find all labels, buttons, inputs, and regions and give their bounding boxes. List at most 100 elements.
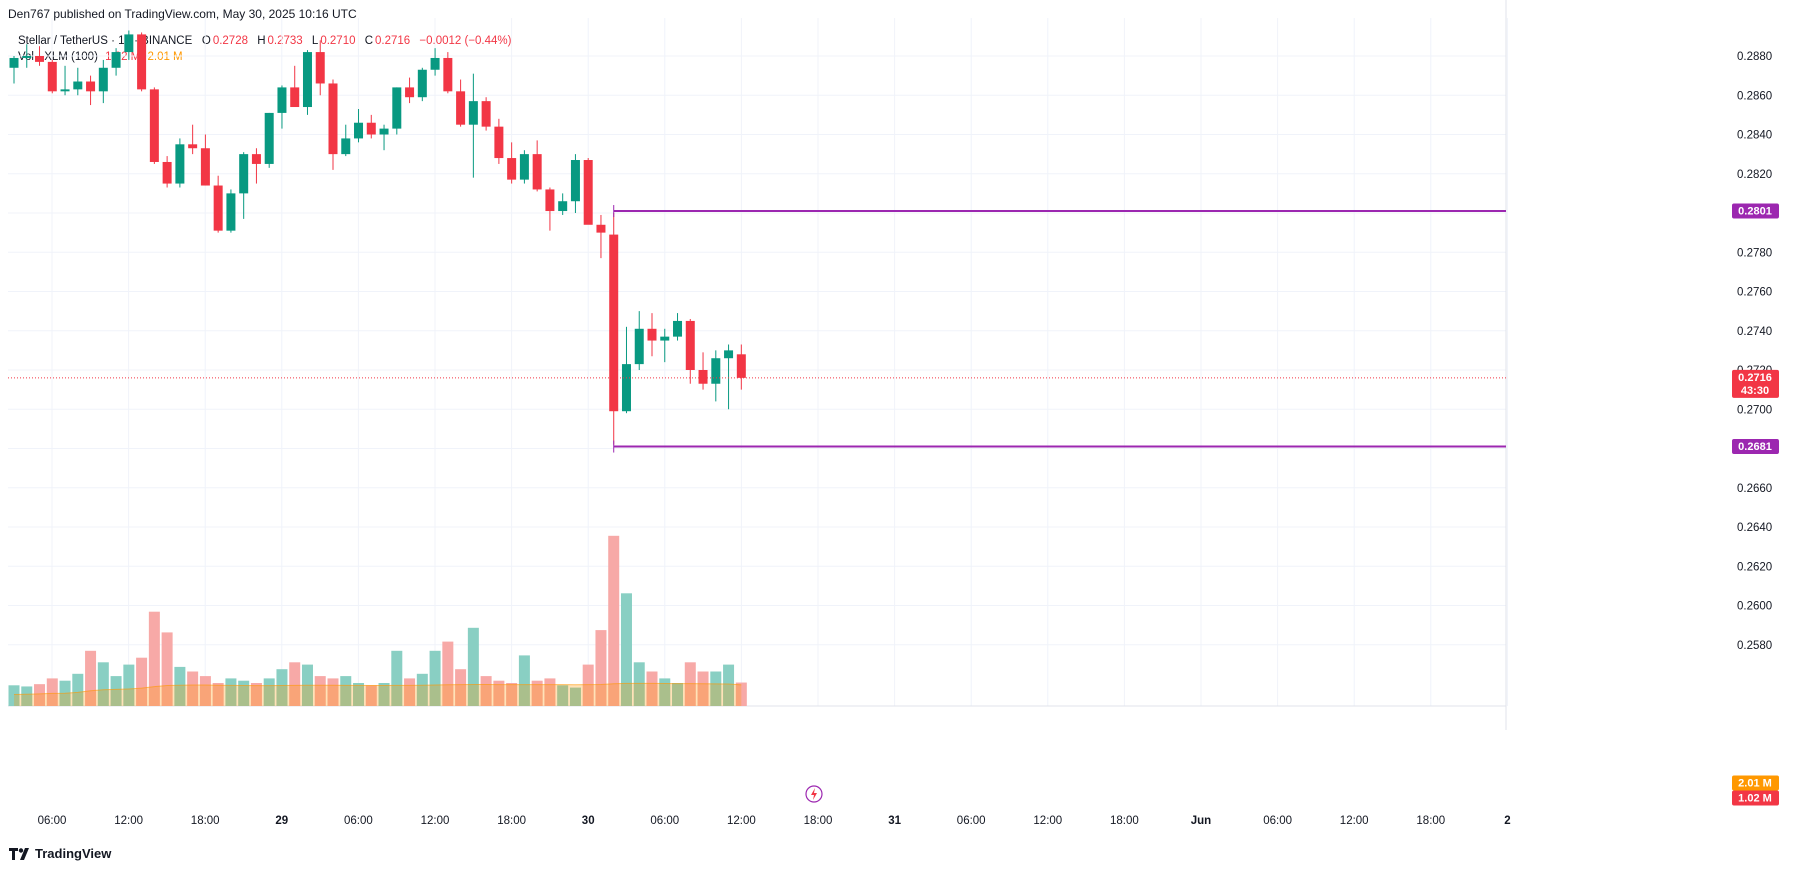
candle-body xyxy=(277,87,287,113)
candle-body xyxy=(9,57,19,68)
volume-bar xyxy=(365,685,377,706)
candle-body xyxy=(86,81,96,92)
volume-bar xyxy=(250,683,262,706)
candle-body xyxy=(251,154,261,164)
volume-bar xyxy=(199,676,211,706)
levels xyxy=(8,205,1506,453)
low-value: 0.2710 xyxy=(320,35,356,47)
candle-body xyxy=(302,52,312,108)
last-price-badge-text: 43:30 xyxy=(1741,385,1769,397)
volume-bar xyxy=(21,686,33,706)
candle-body xyxy=(596,224,606,233)
volume-bar xyxy=(123,664,135,706)
candle-body xyxy=(736,354,746,378)
volume-badge-bg xyxy=(1732,790,1779,806)
candle-body xyxy=(647,328,657,341)
time-tick-label: 12:00 xyxy=(1033,815,1062,827)
volume-bar xyxy=(608,535,620,706)
footer-brand: TradingView xyxy=(35,846,112,861)
time-tick-label: 18:00 xyxy=(1416,815,1445,827)
price-tick-label: 0.2640 xyxy=(1737,522,1772,534)
volume-bar xyxy=(710,671,722,706)
volume-legend: Vol · XLM (100) 1.02 M 2.01 M xyxy=(18,51,183,63)
time-tick-label: 12:00 xyxy=(727,815,756,827)
price-tick-label: 0.2840 xyxy=(1737,130,1772,142)
last-price-badge-bg xyxy=(1732,369,1779,398)
time-tick-label: 31 xyxy=(888,815,901,827)
time-tick-label: 18:00 xyxy=(804,815,833,827)
time-tick-label: 30 xyxy=(582,815,595,827)
candle-body xyxy=(47,61,57,92)
price-tick-label: 0.2600 xyxy=(1737,601,1772,613)
volume-bar xyxy=(314,676,326,706)
time-tick-label: 18:00 xyxy=(1110,815,1139,827)
change-value: −0.0012 (−0.44%) xyxy=(419,35,512,47)
time-tick-label: 12:00 xyxy=(114,815,143,827)
level-badge-lower-text: 0.2681 xyxy=(1738,441,1772,453)
candle-body xyxy=(328,83,338,155)
candle-body xyxy=(570,160,580,202)
candle-body xyxy=(137,34,147,90)
low-label: L xyxy=(311,35,319,47)
candle-body xyxy=(481,101,491,127)
volume-bar xyxy=(582,664,594,706)
high-value: 0.2733 xyxy=(267,35,303,47)
price-tick-label: 0.2580 xyxy=(1737,640,1772,652)
candle-body xyxy=(724,350,734,359)
volume-bar xyxy=(569,687,581,706)
volume-bar xyxy=(187,671,199,706)
candle-body xyxy=(60,89,70,92)
candles xyxy=(9,30,746,445)
published-line: Den767 published on TradingView.com, May… xyxy=(8,7,357,21)
candle-body xyxy=(290,87,300,108)
volume-bar xyxy=(238,680,250,706)
candle-body xyxy=(711,358,721,384)
last-price-badge-text: 0.2716 xyxy=(1738,372,1772,384)
price-tick-label: 0.2780 xyxy=(1737,247,1772,259)
price-tick-label: 0.2700 xyxy=(1737,404,1772,416)
price-axis: 0.28800.28600.28400.28200.28000.27800.27… xyxy=(1737,51,1772,652)
candle-body xyxy=(124,34,134,53)
volume-bar xyxy=(391,650,403,706)
open-value: 0.2728 xyxy=(212,35,248,47)
volume-bar xyxy=(620,593,632,706)
volume-ma xyxy=(13,682,742,706)
price-tick-label: 0.2820 xyxy=(1737,169,1772,181)
candle-body xyxy=(73,81,83,90)
volume-bar xyxy=(531,680,543,706)
close-label: C xyxy=(364,35,374,47)
volume-ma-area xyxy=(14,683,742,706)
volume-bar xyxy=(557,685,569,706)
volume-bar xyxy=(340,676,352,706)
volume-bar xyxy=(97,662,109,706)
candle-body xyxy=(392,87,402,129)
volume-bar xyxy=(646,671,658,706)
candle-body xyxy=(366,122,376,135)
time-tick-label: 06:00 xyxy=(344,815,373,827)
volume-bar xyxy=(353,683,365,706)
candle-body xyxy=(532,154,542,190)
candle-body xyxy=(673,320,683,337)
time-tick-label: 06:00 xyxy=(650,815,679,827)
candle-body xyxy=(621,364,631,412)
volume-bar xyxy=(46,678,58,706)
tradingview-logo[interactable]: TradingView xyxy=(9,846,111,861)
volume-bar xyxy=(263,678,275,706)
high-label: H xyxy=(257,35,266,47)
price-tick-label: 0.2860 xyxy=(1737,90,1772,102)
symbol-legend: Stellar / TetherUS · 1h · BINANCE O 0.272… xyxy=(18,35,517,47)
lightning-icon[interactable] xyxy=(805,785,823,803)
time-tick-label: 12:00 xyxy=(421,815,450,827)
grid xyxy=(8,0,1508,730)
volume-bar xyxy=(110,676,122,706)
volume-bar xyxy=(378,683,390,706)
tradingview-logo-icon xyxy=(9,847,29,860)
candle-body xyxy=(35,56,45,62)
time-tick-label: 2 xyxy=(1504,815,1510,827)
volume-bar xyxy=(429,650,441,706)
symbol-title[interactable]: Stellar / TetherUS · 1h · BINANCE xyxy=(18,35,193,47)
candle-body xyxy=(545,189,555,212)
volume-bar xyxy=(136,657,148,706)
